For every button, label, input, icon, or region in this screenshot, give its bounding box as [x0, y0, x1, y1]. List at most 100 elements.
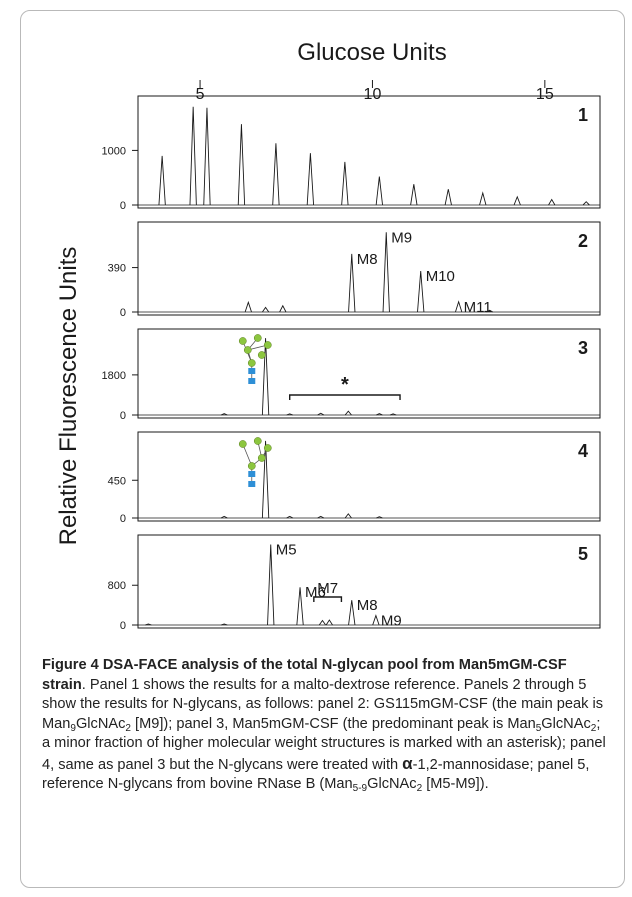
peak: [382, 232, 390, 313]
y-tick-label: 0: [120, 307, 126, 319]
y-tick-label: 390: [108, 263, 126, 275]
caption-text: GlcNAc: [367, 776, 417, 792]
peak: [220, 413, 228, 416]
panel-1: 0 1000 1: [102, 95, 601, 212]
peak: [486, 309, 494, 313]
top-axis-tick-label: 10: [364, 86, 382, 103]
caption-subscript: 9: [70, 722, 76, 734]
y-axis-title: Relative Fluorescence Units: [55, 247, 82, 546]
glcnac-icon: [248, 471, 256, 477]
bracket: [313, 596, 343, 602]
peak: [348, 253, 356, 313]
panel-2: 0 390 2 M8 M9 M10 M11: [108, 221, 601, 319]
y-tick-label: 800: [108, 580, 126, 592]
top-axis-tick-label: 5: [196, 86, 205, 103]
y-tick-label: 450: [108, 475, 126, 487]
mannose-icon: [263, 341, 272, 349]
glcnac-icon: [248, 368, 256, 374]
panel-label: 4: [578, 441, 588, 461]
peak: [375, 413, 383, 416]
caption-text: [M9]); panel 3, Man5mGM-CSF (the predomi…: [130, 715, 536, 732]
panels: 01000103902M8M9M10M11018003*0450408005M5…: [102, 95, 601, 632]
panel-label: 1: [578, 105, 588, 125]
peak: [296, 587, 304, 626]
peak: [455, 300, 463, 313]
caption-subscript: 5-9: [352, 783, 368, 794]
glcnac-icon: [248, 481, 256, 487]
peak: [317, 412, 325, 416]
peak: [344, 410, 352, 416]
peak: [272, 143, 280, 206]
y-tick-label: 0: [120, 513, 126, 525]
peak: [582, 201, 590, 206]
panel-border: [137, 431, 601, 522]
glcnac-icon: [248, 378, 256, 384]
peak: [348, 600, 356, 626]
bracket-label: *: [341, 374, 349, 396]
caption-text: GlcNAc: [75, 715, 126, 732]
y-tick-label: 0: [120, 200, 126, 212]
mannose-icon: [247, 359, 256, 367]
peak-label: M5: [276, 541, 297, 558]
peak: [306, 153, 315, 206]
peak: [261, 440, 270, 519]
mannose-icon: [253, 437, 262, 445]
peak: [479, 191, 487, 206]
panel-label: 3: [578, 338, 588, 358]
caption-text: [M5-M9]).: [422, 776, 489, 792]
caption-subscript: 2: [590, 722, 597, 734]
peak: [203, 107, 211, 206]
peak: [325, 619, 333, 626]
bracket-label: M7: [317, 580, 338, 597]
peak: [220, 515, 228, 519]
caption-text: . Panel 1 shows the results for a malto-…: [42, 676, 603, 732]
peak: [189, 106, 197, 206]
mannose-icon: [257, 351, 266, 359]
peak: [375, 176, 383, 206]
peak-label: M9: [381, 613, 402, 630]
panel-border: [137, 328, 601, 419]
caption-alpha: α: [402, 753, 413, 773]
peak-label: M8: [357, 597, 378, 614]
y-tick-label: 1800: [102, 370, 126, 382]
peak: [444, 189, 452, 206]
peak: [318, 619, 327, 626]
y-tick-label: 0: [120, 410, 126, 422]
peak: [372, 614, 380, 626]
figure-frame: [20, 10, 625, 888]
mannose-icon: [238, 337, 247, 345]
caption-title: Figure 4 DSA-FACE analysis of the total …: [42, 657, 567, 693]
peak-label: M11: [464, 299, 492, 316]
caption-text: -1,2-mannosidase; panel 5, reference N-g…: [42, 756, 590, 793]
caption-text: ; a minor fraction of higher molecular w…: [42, 715, 606, 773]
mannose-icon: [238, 440, 247, 448]
peak: [158, 155, 166, 206]
peak: [410, 184, 418, 206]
panel-3: 0 1800 3 *: [102, 328, 601, 422]
peak: [341, 161, 349, 206]
y-tick-label: 0: [120, 620, 126, 632]
panel-border: [137, 221, 601, 316]
caption-subscript: 2: [416, 783, 423, 794]
panel-label: 5: [578, 544, 588, 564]
mannose-icon: [257, 454, 266, 462]
mannose-icon: [243, 346, 252, 354]
caption-subscript: 2: [125, 722, 131, 734]
caption-text: GlcNAc: [541, 715, 591, 732]
peak: [244, 300, 252, 313]
peak: [417, 270, 425, 313]
peak: [237, 124, 246, 206]
peak: [548, 198, 556, 206]
top-axis-tick-label: 15: [536, 86, 554, 103]
panel-4: 0 450 4: [108, 431, 601, 525]
peak: [286, 515, 294, 519]
peak: [261, 338, 270, 416]
peak: [317, 515, 325, 519]
peak-label: M8: [357, 251, 378, 268]
bracket: [289, 394, 401, 400]
peak-label: M10: [426, 268, 455, 285]
panel-label: 2: [578, 231, 588, 251]
mannose-icon: [253, 334, 262, 342]
peak: [267, 544, 275, 626]
